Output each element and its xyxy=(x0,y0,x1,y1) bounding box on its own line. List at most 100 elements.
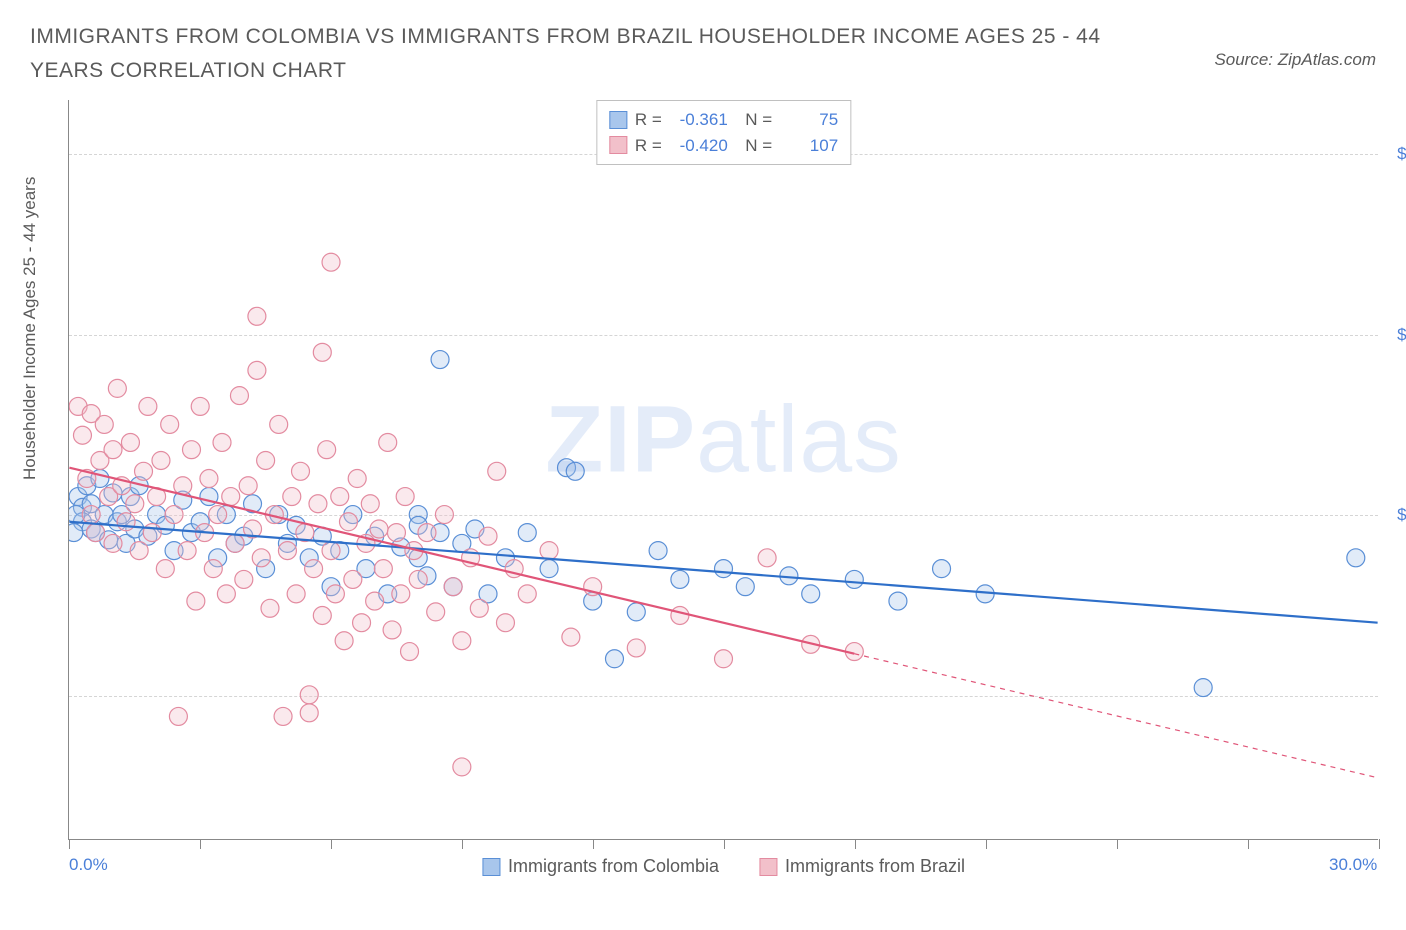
data-point xyxy=(396,488,414,506)
data-point xyxy=(130,542,148,560)
data-point xyxy=(715,650,733,668)
data-point xyxy=(453,758,471,776)
data-point xyxy=(453,632,471,650)
data-point xyxy=(73,426,91,444)
data-point xyxy=(401,643,419,661)
data-point xyxy=(313,343,331,361)
data-point xyxy=(226,534,244,552)
data-point xyxy=(435,506,453,524)
data-point xyxy=(353,614,371,632)
data-point xyxy=(715,560,733,578)
x-tick xyxy=(1117,839,1118,849)
data-point xyxy=(257,451,275,469)
legend-item-brazil: Immigrants from Brazil xyxy=(759,856,965,877)
trend-line-extrapolated xyxy=(854,654,1377,778)
data-point xyxy=(235,570,253,588)
data-point xyxy=(300,704,318,722)
data-point xyxy=(1194,679,1212,697)
data-point xyxy=(392,585,410,603)
data-point xyxy=(69,524,83,542)
data-point xyxy=(370,520,388,538)
chart-container: Householder Income Ages 25 - 44 years ZI… xyxy=(68,100,1378,860)
data-point xyxy=(230,387,248,405)
legend-item-colombia: Immigrants from Colombia xyxy=(482,856,719,877)
data-point xyxy=(87,524,105,542)
data-point xyxy=(278,542,296,560)
data-point xyxy=(627,639,645,657)
data-point xyxy=(418,524,436,542)
data-point xyxy=(540,560,558,578)
data-point xyxy=(139,397,157,415)
data-point xyxy=(671,570,689,588)
data-point xyxy=(191,397,209,415)
data-point xyxy=(387,524,405,542)
data-point xyxy=(322,253,340,271)
x-tick xyxy=(331,839,332,849)
data-point xyxy=(300,686,318,704)
data-point xyxy=(274,707,292,725)
data-point xyxy=(217,585,235,603)
y-tick-label: $50,000 xyxy=(1383,686,1406,706)
data-point xyxy=(605,650,623,668)
x-axis-label: 0.0% xyxy=(69,855,108,875)
data-point xyxy=(331,488,349,506)
trend-line xyxy=(69,468,854,654)
data-point xyxy=(104,441,122,459)
data-point xyxy=(143,524,161,542)
data-point xyxy=(344,570,362,588)
data-point xyxy=(135,462,153,480)
data-point xyxy=(889,592,907,610)
data-point xyxy=(1347,549,1365,567)
data-point xyxy=(313,607,331,625)
data-point xyxy=(187,592,205,610)
data-point xyxy=(470,599,488,617)
data-point xyxy=(758,549,776,567)
data-point xyxy=(409,570,427,588)
data-point xyxy=(326,585,344,603)
data-point xyxy=(335,632,353,650)
data-point xyxy=(108,379,126,397)
data-point xyxy=(649,542,667,560)
data-point xyxy=(161,415,179,433)
scatter-svg xyxy=(69,100,1378,839)
data-point xyxy=(252,549,270,567)
stats-legend: R = -0.361 N = 75 R = -0.420 N = 107 xyxy=(596,100,851,165)
data-point xyxy=(518,585,536,603)
x-tick xyxy=(724,839,725,849)
data-point xyxy=(305,560,323,578)
x-tick xyxy=(462,839,463,849)
data-point xyxy=(117,513,135,531)
y-tick-label: $150,000 xyxy=(1383,325,1406,345)
x-tick xyxy=(593,839,594,849)
data-point xyxy=(488,462,506,480)
data-point xyxy=(209,506,227,524)
legend-label-colombia: Immigrants from Colombia xyxy=(508,856,719,877)
data-point xyxy=(239,477,257,495)
x-tick xyxy=(986,839,987,849)
data-point xyxy=(322,542,340,560)
data-point xyxy=(540,542,558,560)
data-point xyxy=(169,707,187,725)
y-tick-label: $200,000 xyxy=(1383,144,1406,164)
data-point xyxy=(182,441,200,459)
data-point xyxy=(339,513,357,531)
x-tick xyxy=(855,839,856,849)
data-point xyxy=(444,578,462,596)
data-point xyxy=(627,603,645,621)
data-point xyxy=(379,433,397,451)
data-point xyxy=(126,495,144,513)
data-point xyxy=(479,527,497,545)
data-point xyxy=(845,570,863,588)
data-point xyxy=(82,506,100,524)
data-point xyxy=(95,415,113,433)
x-axis-label: 30.0% xyxy=(1329,855,1377,875)
data-point xyxy=(496,614,514,632)
data-point xyxy=(292,462,310,480)
data-point xyxy=(165,506,183,524)
data-point xyxy=(427,603,445,621)
swatch-colombia-icon xyxy=(482,858,500,876)
data-point xyxy=(933,560,951,578)
data-point xyxy=(431,351,449,369)
x-tick xyxy=(69,839,70,849)
data-point xyxy=(283,488,301,506)
